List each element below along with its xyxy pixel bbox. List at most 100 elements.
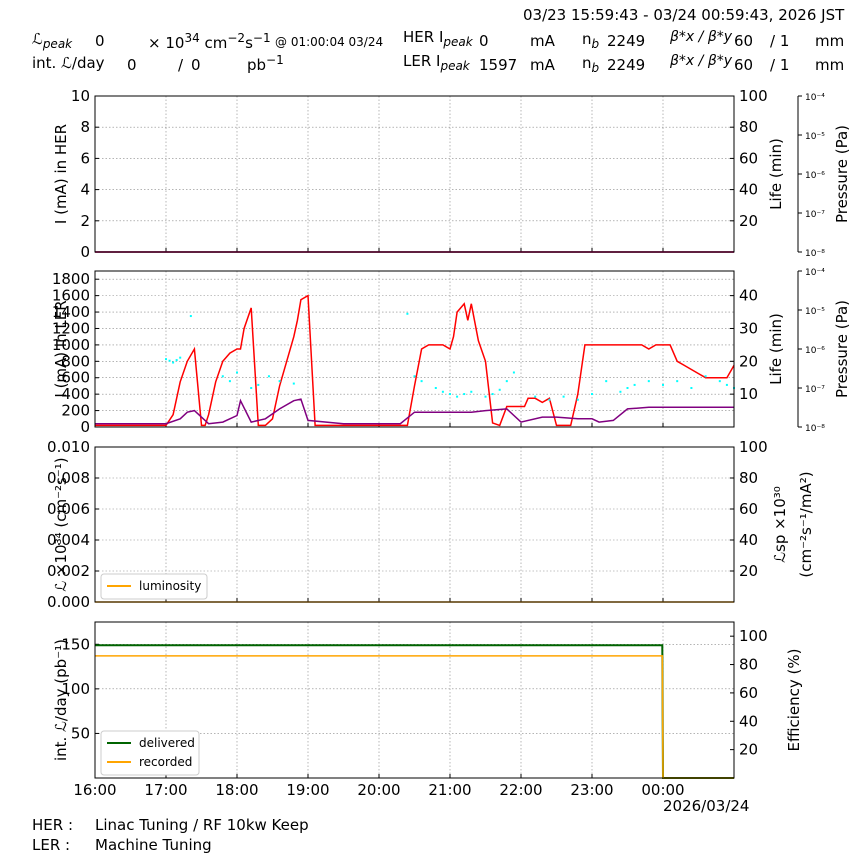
ler-y-tick-label: 600 xyxy=(61,369,90,387)
her-beta-y: / 1 xyxy=(770,32,790,50)
date-range: 03/23 15:59:43 - 03/24 00:59:43, 2026 JS… xyxy=(523,6,845,24)
integrated-y-axis-label: int. ℒ/day (pb⁻¹) xyxy=(52,639,70,761)
ler-pressure-point xyxy=(168,359,171,362)
her-y-tick-label: 2 xyxy=(80,212,90,230)
ler-pressure-tick-label: 10⁻⁴ xyxy=(805,268,825,278)
ler-pressure-point xyxy=(250,387,253,389)
ler-lifetime-line xyxy=(95,398,734,425)
ler-y-tick-label: 1600 xyxy=(52,287,90,305)
intl-sep: / xyxy=(178,56,184,74)
her-pressure-tick-label: 10⁻⁴ xyxy=(805,93,825,103)
ler-y-right-tick-label: 20 xyxy=(739,352,758,370)
ler-pressure-tick-label: 10⁻⁶ xyxy=(805,346,825,356)
ler-pressure-point xyxy=(626,387,629,389)
ler-y-tick-label: 400 xyxy=(61,385,90,403)
her-y-tick-label: 10 xyxy=(71,87,90,105)
ler-pressure-point xyxy=(172,361,175,364)
luminosity-frame xyxy=(94,446,735,603)
her-y-right-tick-label: 60 xyxy=(739,149,758,167)
integrated-y-tick-label: 50 xyxy=(71,724,90,742)
ler-y-tick-label: 1800 xyxy=(52,270,90,288)
lpeak-value: 0 xyxy=(95,32,105,50)
ler-y-right-tick-label: 30 xyxy=(739,319,758,337)
ler-pressure-point xyxy=(221,375,224,378)
her-y-right-tick-label: 100 xyxy=(739,87,768,105)
ler-y-tick-label: 0 xyxy=(80,418,90,436)
luminosity-y-right-tick-label: 80 xyxy=(739,469,758,487)
luminosity-y-right-tick-label: 60 xyxy=(739,500,758,518)
integrated-frame xyxy=(94,621,735,779)
her-pressure-axis-label: Pressure (Pa) xyxy=(833,125,851,223)
ler-beta-y: / 1 xyxy=(770,56,790,74)
integrated-legend-label-delivered: delivered xyxy=(139,736,195,750)
ler-pressure-point xyxy=(175,359,178,362)
ler-beta-x: 60 xyxy=(734,56,754,74)
intl-value2: 0 xyxy=(191,56,201,74)
ler-pressure-point xyxy=(470,390,473,393)
ler-pressure-point xyxy=(548,398,551,401)
x-tick-label: 23:00 xyxy=(570,781,613,799)
ler-nb-label: nb xyxy=(582,54,600,75)
ler-current-line xyxy=(95,294,735,427)
integrated-legend-label-recorded: recorded xyxy=(139,755,192,769)
date-axis-label: 2026/03/24 xyxy=(663,797,750,815)
ler-y-tick-label: 1000 xyxy=(52,336,90,354)
ler-pressure-tick-label: 10⁻⁷ xyxy=(805,385,825,395)
x-tick-label: 20:00 xyxy=(357,781,400,799)
ler-pressure-point xyxy=(690,387,693,389)
ler-pressure-point xyxy=(647,380,650,383)
her-y-right-tick-label: 80 xyxy=(739,118,758,136)
ler-pressure-point xyxy=(179,356,182,359)
ler-pressure-point xyxy=(662,383,664,386)
her-pressure-tick-label: 10⁻⁷ xyxy=(805,210,825,220)
ler-pressure-point xyxy=(267,375,270,378)
ler-pressure-point xyxy=(718,380,721,383)
luminosity-y-axis-label: ℒ ×10³⁴ (cm⁻²s⁻¹) xyxy=(52,457,70,591)
x-tick-label: 22:00 xyxy=(499,781,542,799)
integrated-y-right-tick-label: 80 xyxy=(739,656,758,674)
ler-pressure-point xyxy=(292,382,295,385)
ler-pressure-axis-label: Pressure (Pa) xyxy=(833,300,851,398)
ler-pressure-point xyxy=(591,393,593,396)
ler-y-axis-label: I (mA) in LER xyxy=(52,300,70,397)
ler-frame xyxy=(94,270,735,428)
her-beta-unit: mm xyxy=(815,32,845,50)
her-y-tick-label: 4 xyxy=(80,181,90,199)
her-peak-label: HER Ipeak xyxy=(403,28,473,49)
luminosity-y-right-axis-label-2: (cm⁻²s⁻¹/mA²) xyxy=(797,471,815,577)
lpeak-unit: × 1034 cm−2s−1 xyxy=(148,31,271,52)
ler-y-right-axis-label: Life (min) xyxy=(767,313,785,385)
ler-pressure-point xyxy=(505,380,508,383)
ler-pressure-point xyxy=(498,388,501,391)
luminosity-y-tick-label: 0.004 xyxy=(47,531,90,549)
ler-pressure-point xyxy=(512,371,515,374)
ler-y-tick-label: 1400 xyxy=(52,303,90,321)
intl-value1: 0 xyxy=(127,56,137,74)
her-pressure-tick-label: 10⁻⁵ xyxy=(805,132,825,142)
x-tick-label: 19:00 xyxy=(286,781,329,799)
luminosity-y-tick-label: 0.000 xyxy=(47,593,90,611)
luminosity-legend-box xyxy=(100,573,208,600)
ler-pressure-point xyxy=(619,390,622,393)
ler-pressure-point xyxy=(189,315,192,318)
ler-pressure-point xyxy=(704,375,707,378)
her-pressure-tick-label: 10⁻⁶ xyxy=(805,171,825,181)
lpeak-time: @ 01:00:04 03/24 xyxy=(275,35,384,49)
ler-peak-value: 1597 xyxy=(479,56,518,74)
lpeak-label: ℒpeak xyxy=(32,30,73,51)
ler-y-tick-label: 800 xyxy=(61,352,90,370)
luminosity-y-right-tick-label: 100 xyxy=(739,438,768,456)
ler-status-label: LER : xyxy=(32,836,71,854)
luminosity-y-tick-label: 0.002 xyxy=(47,562,90,580)
her-status-label: HER : xyxy=(32,816,74,834)
ler-status-text: Machine Tuning xyxy=(95,836,212,854)
her-y-tick-label: 0 xyxy=(80,243,90,261)
ler-pressure-point xyxy=(491,393,494,396)
ler-pressure-point xyxy=(633,383,636,386)
ler-pressure-point xyxy=(456,395,459,398)
integrated-y-right-tick-label: 20 xyxy=(739,741,758,759)
ler-peak-label: LER Ipeak xyxy=(403,52,470,73)
ler-pressure-point xyxy=(449,393,451,396)
integrated-y-right-tick-label: 60 xyxy=(739,684,758,702)
